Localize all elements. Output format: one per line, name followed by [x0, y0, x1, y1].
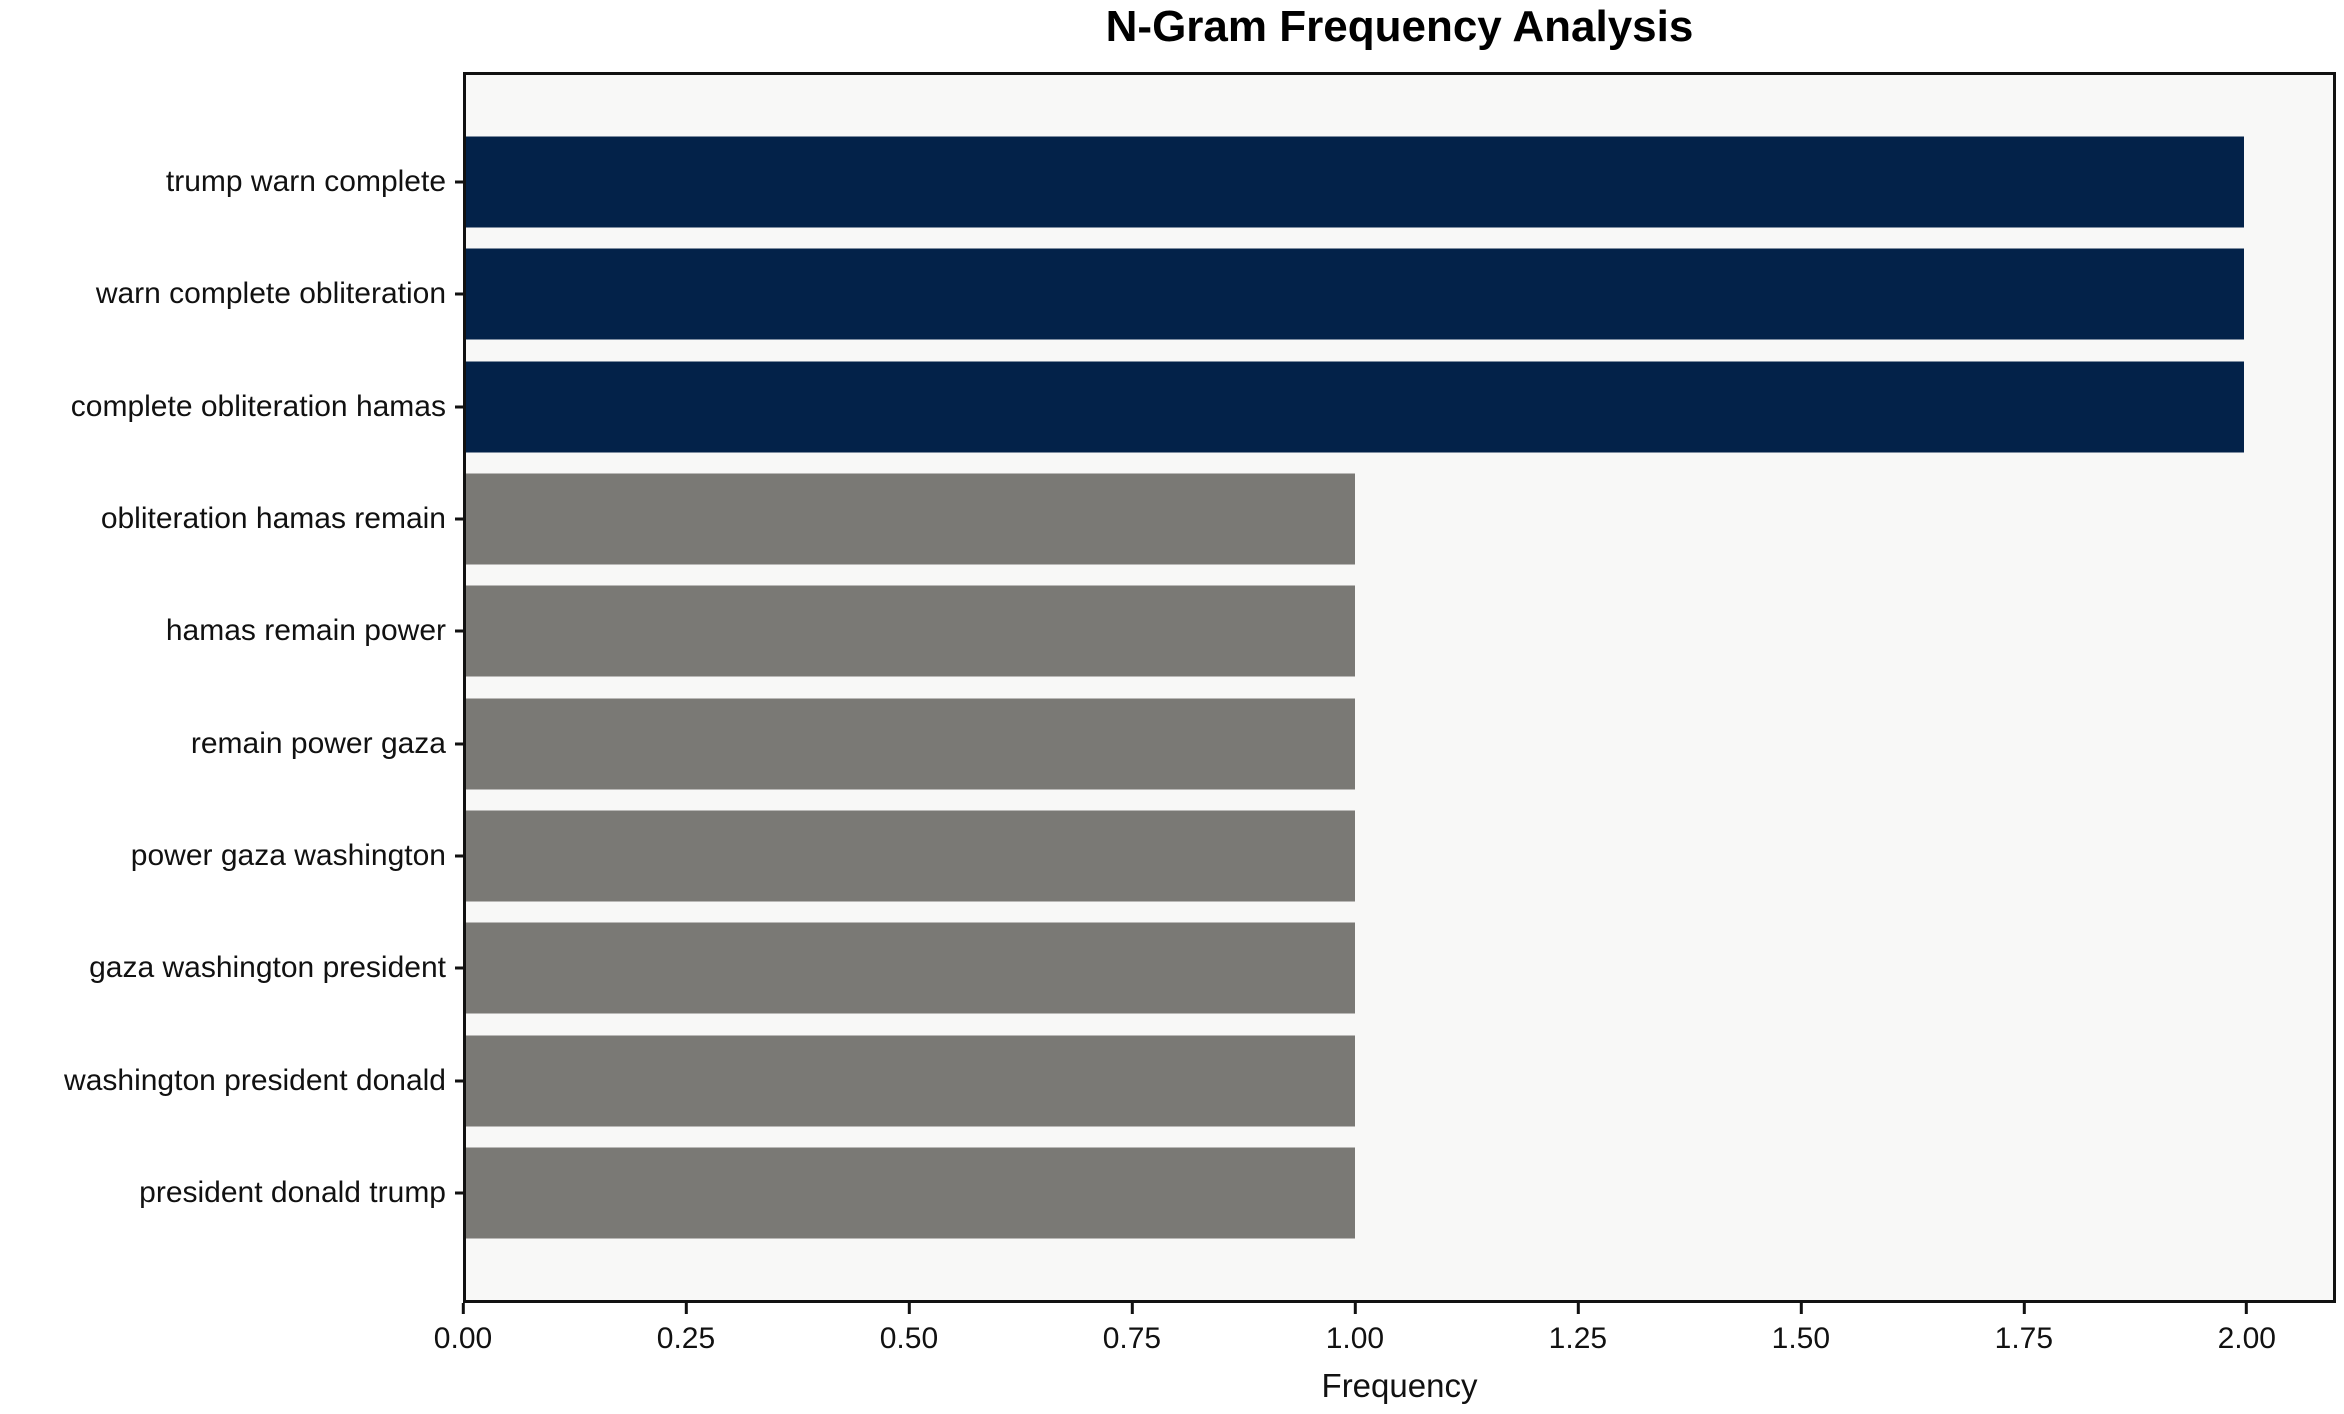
x-tick-mark	[2022, 1303, 2026, 1314]
bar-row: gaza washington president	[89, 912, 2333, 1024]
y-tick-mark	[455, 742, 466, 746]
x-tick: 1.75	[1995, 1303, 2053, 1356]
x-tick-mark	[461, 1303, 465, 1314]
y-tick-label: hamas remain power	[165, 614, 446, 648]
x-tick-mark	[2245, 1303, 2249, 1314]
x-tick-mark	[684, 1303, 688, 1314]
x-axis-label: Frequency	[1321, 1367, 1478, 1404]
x-tick: 0.25	[657, 1303, 715, 1356]
y-tick-label: trump warn complete	[165, 165, 446, 199]
bar	[466, 1035, 1356, 1127]
x-tick: 0.50	[880, 1303, 938, 1356]
bar	[466, 810, 1356, 902]
bar	[466, 1147, 1356, 1239]
bar	[466, 922, 1356, 1014]
bar	[466, 585, 1356, 677]
bar	[466, 136, 2245, 228]
x-tick-mark	[1130, 1303, 1134, 1314]
x-tick: 0.75	[1103, 1303, 1161, 1356]
x-tick-label: 1.50	[1771, 1322, 1831, 1355]
bar-row: hamas remain power	[166, 575, 2333, 687]
y-tick-label: gaza washington president	[89, 951, 446, 985]
y-tick-mark	[455, 292, 466, 296]
bar-row: power gaza washington	[131, 800, 2333, 912]
bar-row: complete obliteration hamas	[71, 351, 2333, 463]
x-tick-label: 0.75	[1102, 1322, 1162, 1355]
x-tick: 1.50	[1772, 1303, 1830, 1356]
y-tick-mark	[455, 517, 466, 521]
bar-row: president donald trump	[139, 1137, 2333, 1249]
x-tick-label: 2.00	[2217, 1322, 2276, 1355]
y-tick-mark	[455, 1079, 466, 1083]
x-tick-mark	[1799, 1303, 1803, 1314]
x-tick-label: 1.75	[1994, 1322, 2054, 1355]
bar	[466, 361, 2245, 453]
plot-area: trump warn complete warn complete obliter…	[64, 72, 2336, 1303]
y-tick-mark	[455, 180, 466, 184]
bar	[466, 248, 2245, 340]
chart-title: N-Gram Frequency Analysis	[1105, 2, 1694, 51]
x-tick-mark	[1576, 1303, 1580, 1314]
bar	[466, 698, 1356, 790]
bar-row: washington president donald	[64, 1024, 2333, 1136]
y-tick-label: power gaza washington	[130, 838, 446, 872]
x-tick-label: 0.50	[879, 1322, 939, 1355]
bar	[466, 473, 1356, 565]
x-tick-mark	[1353, 1303, 1357, 1314]
y-tick-label: obliteration hamas remain	[100, 502, 446, 536]
x-tick-label: 1.00	[1325, 1322, 1385, 1355]
x-tick-label: 0.25	[656, 1322, 716, 1355]
y-tick-mark	[455, 1191, 466, 1195]
y-tick-mark	[455, 629, 466, 633]
y-tick-label: complete obliteration hamas	[70, 389, 446, 423]
y-tick-label: washington president donald	[64, 1063, 446, 1097]
y-tick-label: president donald trump	[139, 1175, 446, 1209]
bar-row: warn complete obliteration	[96, 238, 2333, 350]
x-axis: 0.00 0.25 0.50 0.75 1.00 1.25 1.50 1.75 2.00	[434, 1303, 2336, 1373]
x-tick: 2.00	[2218, 1303, 2276, 1356]
y-tick-label: warn complete obliteration	[95, 277, 446, 311]
x-tick-label: 1.25	[1548, 1322, 1608, 1355]
bar-row: remain power gaza	[191, 687, 2333, 799]
y-tick-mark	[455, 854, 466, 858]
y-tick-mark	[455, 966, 466, 970]
x-tick-mark	[907, 1303, 911, 1314]
x-tick: 1.00	[1326, 1303, 1384, 1356]
x-tick: 1.25	[1549, 1303, 1607, 1356]
x-tick: 0.00	[434, 1303, 492, 1356]
y-tick-mark	[455, 405, 466, 409]
bar-row: trump warn complete	[166, 126, 2333, 238]
bar-row: obliteration hamas remain	[101, 463, 2333, 575]
x-tick-label: 0.00	[433, 1322, 493, 1355]
y-tick-label: remain power gaza	[190, 726, 446, 760]
